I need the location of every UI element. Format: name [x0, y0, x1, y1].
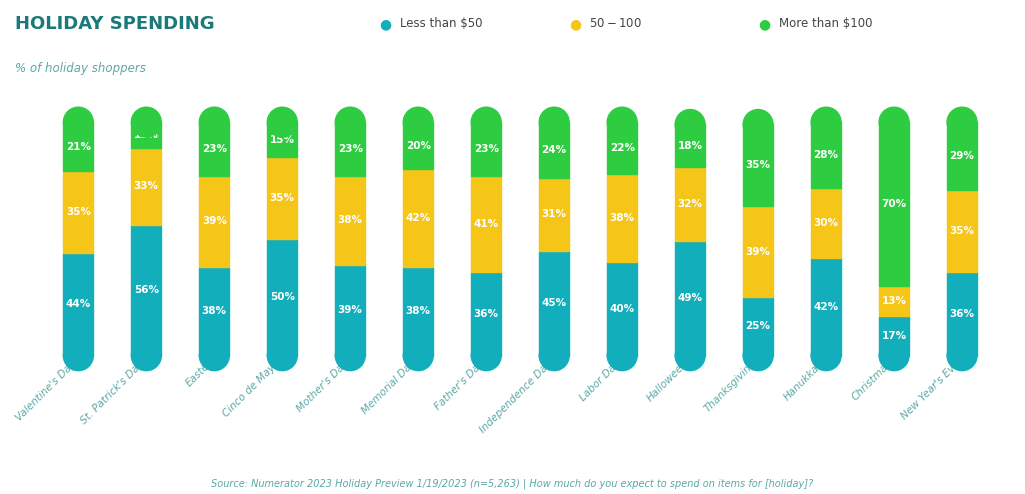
Bar	[199, 122, 230, 176]
Bar	[335, 265, 365, 356]
Bar	[811, 122, 842, 188]
Text: 35%: 35%	[66, 207, 91, 217]
Bar	[472, 176, 501, 272]
Bar	[472, 122, 501, 176]
Text: 11%: 11%	[134, 130, 159, 140]
Text: 38%: 38%	[338, 215, 363, 225]
Bar	[743, 124, 773, 206]
Text: 42%: 42%	[406, 213, 430, 223]
Text: $50-$100: $50-$100	[589, 17, 643, 30]
Bar	[675, 124, 705, 166]
Text: 20%: 20%	[406, 140, 430, 151]
Bar	[335, 176, 365, 265]
Bar	[403, 267, 434, 356]
Text: 36%: 36%	[949, 309, 975, 319]
Text: 18%: 18%	[678, 140, 702, 151]
Text: 31%: 31%	[541, 209, 567, 219]
Bar	[131, 122, 161, 148]
Text: 25%: 25%	[745, 322, 771, 331]
Text: 39%: 39%	[745, 247, 771, 257]
Text: 70%: 70%	[882, 199, 907, 209]
Text: ●: ●	[758, 17, 771, 31]
Text: 30%: 30%	[814, 217, 838, 228]
Text: 13%: 13%	[882, 296, 906, 306]
Bar	[64, 122, 93, 171]
Text: 40%: 40%	[610, 304, 634, 314]
Text: 15%: 15%	[270, 135, 295, 145]
Bar	[947, 190, 977, 272]
Bar	[539, 250, 569, 356]
Text: 17%: 17%	[882, 331, 907, 341]
Bar	[811, 188, 842, 257]
Bar	[403, 169, 434, 267]
Bar	[199, 267, 230, 356]
Bar	[743, 297, 773, 356]
Bar	[403, 122, 434, 169]
Bar	[947, 272, 977, 356]
Text: 28%: 28%	[814, 150, 838, 160]
Text: 42%: 42%	[814, 302, 838, 312]
Bar	[811, 257, 842, 356]
Text: HOLIDAY SPENDING: HOLIDAY SPENDING	[15, 15, 215, 33]
Text: 35%: 35%	[745, 161, 771, 170]
Text: 24%: 24%	[541, 145, 567, 155]
Text: ●: ●	[379, 17, 392, 31]
Text: Source: Numerator 2023 Holiday Preview 1/19/2023 (n=5,263) | How much do you exp: Source: Numerator 2023 Holiday Preview 1…	[211, 479, 814, 489]
Text: ●: ●	[569, 17, 581, 31]
Text: 50%: 50%	[270, 292, 295, 302]
Bar	[607, 262, 638, 356]
Bar	[268, 122, 297, 157]
Bar	[947, 122, 977, 190]
Text: 32%: 32%	[678, 199, 702, 209]
Text: 44%: 44%	[66, 299, 91, 309]
Bar	[268, 239, 297, 356]
Text: % of holiday shoppers: % of holiday shoppers	[15, 62, 147, 75]
Bar	[64, 253, 93, 356]
Text: 23%: 23%	[338, 144, 363, 154]
Bar	[131, 148, 161, 225]
Bar	[743, 206, 773, 297]
Text: 49%: 49%	[678, 293, 702, 303]
Text: 41%: 41%	[474, 219, 499, 229]
Text: 23%: 23%	[202, 144, 227, 154]
Bar	[607, 173, 638, 262]
Text: More than $100: More than $100	[779, 17, 872, 30]
Text: 29%: 29%	[949, 151, 975, 161]
Bar	[335, 122, 365, 176]
Text: 22%: 22%	[610, 143, 634, 153]
Text: 35%: 35%	[270, 193, 295, 203]
Bar	[199, 176, 230, 267]
Bar	[64, 171, 93, 253]
Bar	[472, 272, 501, 356]
Bar	[131, 225, 161, 356]
Bar	[675, 166, 705, 241]
Text: 45%: 45%	[541, 298, 567, 308]
Text: 33%: 33%	[134, 181, 159, 191]
Bar	[675, 241, 705, 356]
Text: 38%: 38%	[202, 306, 227, 316]
Text: 21%: 21%	[66, 142, 91, 152]
Bar	[879, 286, 909, 316]
Bar	[539, 178, 569, 250]
Text: 56%: 56%	[134, 286, 159, 295]
Text: 35%: 35%	[949, 226, 975, 236]
Text: 23%: 23%	[474, 144, 499, 154]
Text: 36%: 36%	[474, 309, 499, 319]
Bar	[607, 122, 638, 173]
Bar	[879, 122, 909, 286]
Bar	[879, 316, 909, 356]
Text: 39%: 39%	[202, 216, 227, 226]
Bar	[539, 122, 569, 178]
Text: 38%: 38%	[610, 213, 634, 223]
Text: 39%: 39%	[338, 305, 363, 315]
Text: Less than $50: Less than $50	[400, 17, 482, 30]
Bar	[268, 157, 297, 239]
Text: 38%: 38%	[406, 306, 430, 316]
